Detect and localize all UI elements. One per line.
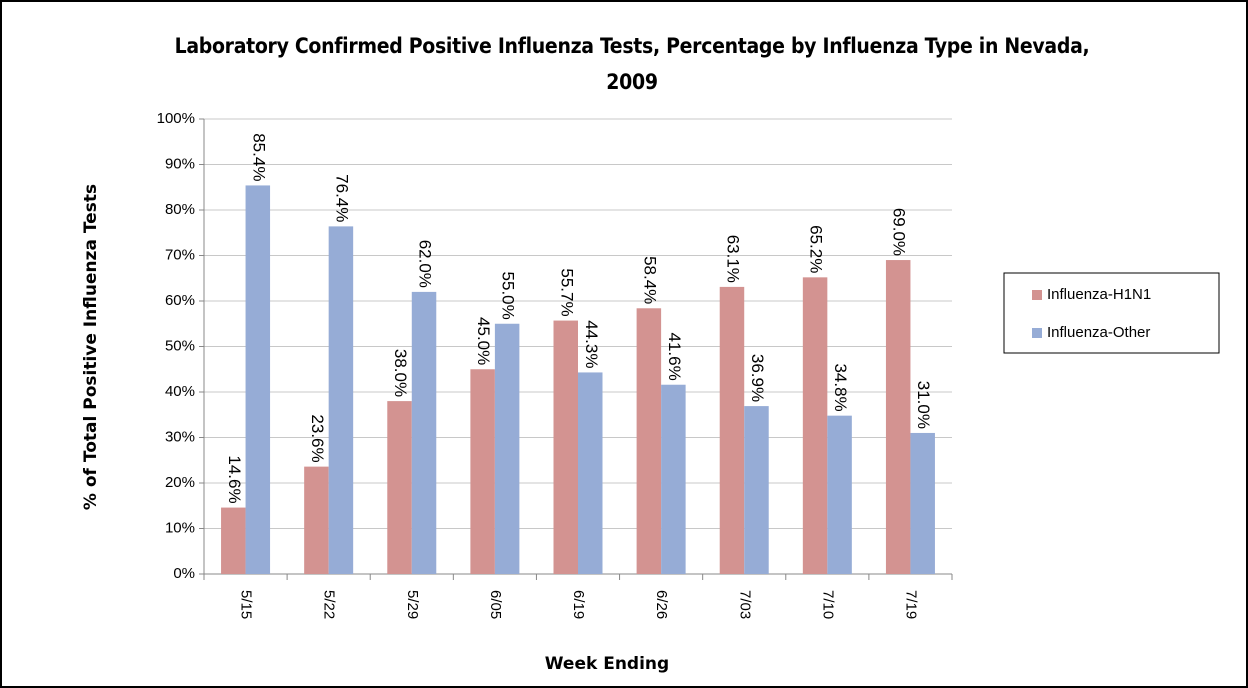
y-tick-label: 30% <box>165 428 195 445</box>
bar <box>910 432 935 574</box>
y-tick-label: 60% <box>165 292 195 309</box>
legend-box <box>1003 272 1220 354</box>
x-tick-label: 7/19 <box>902 590 919 619</box>
value-label: 38.0% <box>391 349 410 397</box>
bar <box>744 406 769 574</box>
chart-title-box: Laboratory Confirmed Positive Influenza … <box>132 28 1132 100</box>
bar <box>470 369 495 574</box>
y-tick-label: 50% <box>165 337 195 354</box>
value-label: 58.4% <box>640 256 659 304</box>
value-label: 55.0% <box>499 272 518 320</box>
value-label: 69.0% <box>890 208 909 256</box>
value-label: 62.0% <box>416 240 435 288</box>
bar <box>578 372 603 574</box>
y-tick-label: 90% <box>165 155 195 172</box>
bar <box>553 320 578 574</box>
value-label: 65.2% <box>807 225 826 273</box>
bar <box>802 277 828 574</box>
x-tick-label: 6/26 <box>653 590 670 619</box>
legend-label: Influenza-Other <box>1047 324 1150 341</box>
y-tick-label: 70% <box>165 246 195 263</box>
legend-swatch <box>1032 328 1042 338</box>
x-tick-label: 6/19 <box>570 590 587 619</box>
value-label: 36.9% <box>748 354 767 402</box>
value-label: 34.8% <box>831 363 850 411</box>
bar <box>827 415 852 574</box>
bar <box>885 260 911 574</box>
y-tick-label: 40% <box>165 383 195 400</box>
value-label: 76.4% <box>332 174 351 222</box>
value-label: 55.7% <box>557 268 576 316</box>
y-tick-label: 10% <box>165 519 195 536</box>
y-tick-label: 0% <box>173 565 195 582</box>
bar <box>328 226 354 574</box>
y-tick-label: 80% <box>165 201 195 218</box>
legend-label: Influenza-H1N1 <box>1047 286 1151 303</box>
bar <box>245 185 271 574</box>
legend-swatch <box>1032 290 1042 300</box>
bar <box>494 323 520 574</box>
bar <box>719 286 745 574</box>
x-axis-title: Week Ending <box>545 654 669 674</box>
value-label: 23.6% <box>308 414 327 462</box>
y-tick-label: 20% <box>165 474 195 491</box>
x-tick-label: 7/03 <box>736 590 753 619</box>
bar <box>411 291 437 574</box>
chart-title: Laboratory Confirmed Positive Influenza … <box>174 34 1090 94</box>
y-axis-title: % of Total Positive Influenza Tests <box>81 184 101 510</box>
bar <box>221 507 246 574</box>
bar <box>636 308 662 574</box>
value-label: 31.0% <box>914 381 933 429</box>
value-label: 44.3% <box>582 320 601 368</box>
bar <box>304 466 329 574</box>
x-tick-label: 5/15 <box>238 590 255 619</box>
x-tick-label: 5/29 <box>404 590 421 619</box>
x-tick-label: 5/22 <box>321 590 338 619</box>
x-tick-label: 6/05 <box>487 590 504 619</box>
value-label: 63.1% <box>723 235 742 283</box>
value-label: 14.6% <box>225 455 244 503</box>
bar <box>661 384 686 574</box>
x-tick-label: 7/10 <box>819 590 836 619</box>
value-label: 45.0% <box>474 317 493 365</box>
y-tick-label: 100% <box>157 110 195 127</box>
value-label: 85.4% <box>249 133 268 181</box>
bar <box>387 401 412 574</box>
value-label: 41.6% <box>665 333 684 381</box>
